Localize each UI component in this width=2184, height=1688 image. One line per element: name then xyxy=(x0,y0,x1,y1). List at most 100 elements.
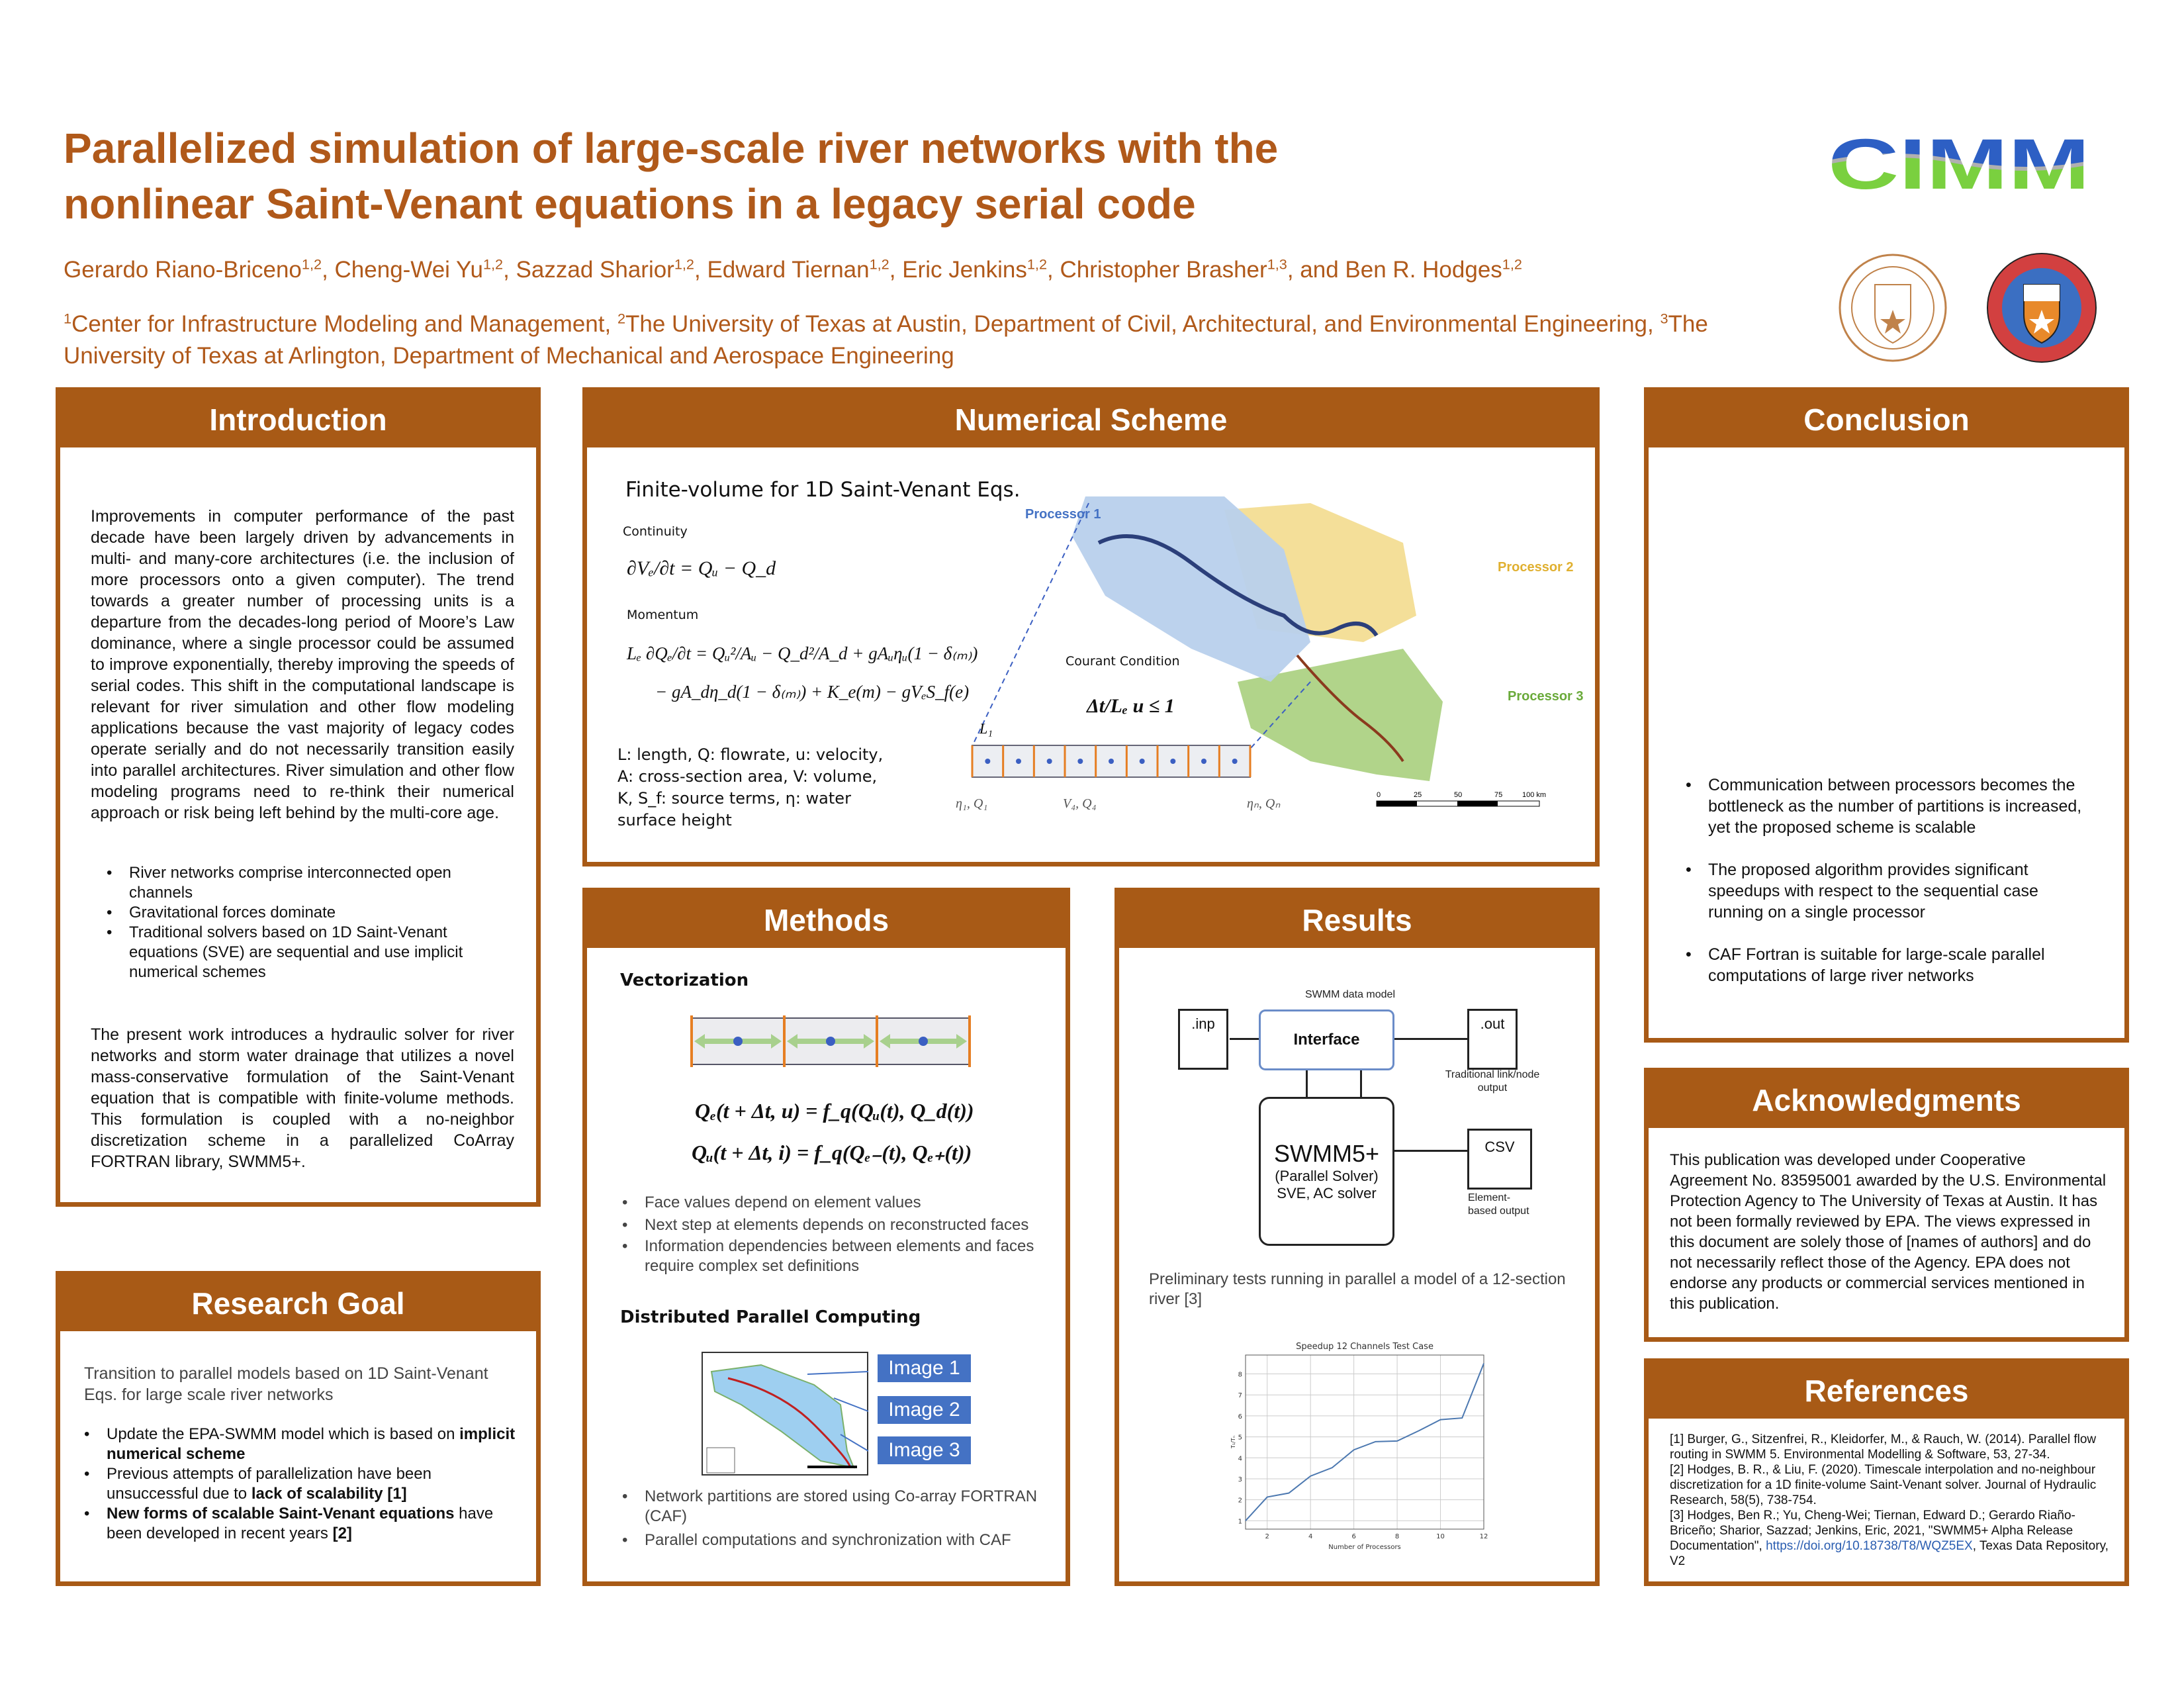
intro-bullets: River networks comprise interconnected o… xyxy=(107,863,477,982)
x-axis-label: Number of Processors xyxy=(1328,1544,1401,1551)
distributed-heading: Distributed Parallel Computing xyxy=(620,1307,921,1327)
vectorization-bullets: Face values depend on element values Nex… xyxy=(622,1192,1059,1276)
river-channel xyxy=(1296,654,1404,763)
author: Cheng-Wei Yu xyxy=(334,257,483,283)
variable-legend: L: length, Q: flowrate, u: velocity, A: … xyxy=(617,745,884,829)
list-item: Face values depend on element values xyxy=(622,1192,1059,1214)
face-update-equation: Qₑ(t + Δt, u) = f_q(Qᵤ(t), Q_d(t)) xyxy=(695,1099,974,1123)
x-tick-label: 12 xyxy=(1480,1533,1488,1540)
csv-caption: Element-based output xyxy=(1468,1192,1529,1217)
author-list: Gerardo Riano-Briceno1,2, Cheng-Wei Yu1,… xyxy=(64,256,1522,283)
river-network-partition-map: Processor 1 Processor 2 Processor 3 L₁ η… xyxy=(956,496,1584,811)
reference-item: [3] Hodges, Ben R.; Yu, Cheng-Wei; Tiern… xyxy=(1670,1509,2109,1568)
affiliation: The University of Texas at Arlington, De… xyxy=(64,311,1708,369)
inp-file-icon: .inp xyxy=(1178,1009,1228,1070)
element-node xyxy=(1170,759,1176,764)
list-item: Traditional solvers based on 1D Saint-Ve… xyxy=(107,923,477,982)
zoom-guide-line xyxy=(1250,681,1311,749)
arrow-head xyxy=(694,1034,705,1049)
arrow-head xyxy=(880,1034,890,1049)
goal-bullets: Update the EPA-SWMM model which is based… xyxy=(84,1425,521,1544)
list-item: New forms of scalable Saint-Venant equat… xyxy=(84,1504,521,1544)
up-arrow xyxy=(1360,1070,1362,1097)
poster-title: Parallelized simulation of large-scale r… xyxy=(64,124,1279,228)
csv-arrow xyxy=(1394,1150,1467,1152)
arrow-head xyxy=(956,1034,967,1049)
y-tick-label: 3 xyxy=(1238,1476,1242,1483)
plot-frame xyxy=(1245,1354,1484,1530)
conclusion-panel: Conclusion Communication between process… xyxy=(1644,387,2129,1043)
strip-label-mid: V₄, Q₄ xyxy=(1063,796,1097,811)
doi-link[interactable]: https://doi.org/10.18738/T8/WQZ5EX xyxy=(1766,1539,1973,1553)
y-axis-label: T₁/Tₙ xyxy=(1231,1436,1236,1449)
image-1-box: Image 1 xyxy=(878,1354,971,1382)
length-label: L₁ xyxy=(979,720,993,737)
section-title: Introduction xyxy=(60,392,536,447)
x-tick-label: 4 xyxy=(1308,1533,1312,1540)
image-3-box: Image 3 xyxy=(878,1436,971,1464)
speedup-line xyxy=(1245,1363,1484,1521)
momentum-equation-line2: − gA_dη_d(1 − δ₍ₘ₎) + K_e(m) − gVₑS_f(e) xyxy=(655,682,970,702)
y-tick-label: 5 xyxy=(1238,1434,1242,1442)
main-channel xyxy=(1097,534,1379,637)
momentum-equation-line1: Lₑ ∂Qₑ/∂t = Qᵤ²/Aᵤ − Q_d²/A_d + gAᵤηᵤ(1 … xyxy=(627,643,978,663)
section-title: Conclusion xyxy=(1649,392,2124,447)
reference-item: [1] Burger, G., Sitzenfrei, R., Kleidorf… xyxy=(1670,1432,2097,1462)
author: Gerardo Riano-Briceno xyxy=(64,257,302,283)
acknowledgment-text: This publication was developed under Coo… xyxy=(1670,1151,2107,1313)
element-node xyxy=(1139,759,1145,764)
vectorization-diagram xyxy=(690,1015,971,1067)
element-strip xyxy=(971,745,1251,778)
momentum-label: Momentum xyxy=(627,608,699,622)
element-node xyxy=(733,1037,743,1046)
y-tick-label: 7 xyxy=(1238,1392,1242,1399)
arrow-head xyxy=(787,1034,797,1049)
element-node xyxy=(919,1037,928,1046)
image-2-box: Image 2 xyxy=(878,1396,971,1424)
intro-paragraph-2: The present work introduces a hydraulic … xyxy=(91,1025,514,1171)
list-item: CAF Fortran is suitable for large-scale … xyxy=(1686,944,2096,986)
author: Eric Jenkins xyxy=(902,257,1027,283)
cimm-logo: CIMM xyxy=(1828,136,2090,192)
out-caption: Traditional link/node output xyxy=(1445,1069,1540,1094)
list-item: Information dependencies between element… xyxy=(622,1237,1059,1276)
introduction-panel: Introduction Improvements in computer pe… xyxy=(56,387,541,1207)
research-goal-panel: Research Goal Transition to parallel mod… xyxy=(56,1271,541,1586)
list-item: Network partitions are stored using Co-a… xyxy=(622,1487,1059,1526)
continuity-equation: ∂Vₑ/∂t = Qᵤ − Q_d xyxy=(627,557,776,579)
processor-2-label: Processor 2 xyxy=(1498,560,1574,575)
processor-3-label: Processor 3 xyxy=(1508,689,1584,704)
y-tick-label: 8 xyxy=(1238,1372,1242,1379)
scheme-subtitle: Finite-volume for 1D Saint-Venant Eqs. xyxy=(625,478,1021,502)
processor-1-region xyxy=(1072,496,1310,682)
goal-intro: Transition to parallel models based on 1… xyxy=(84,1364,488,1404)
section-title: Acknowledgments xyxy=(1649,1072,2124,1128)
acknowledgments-panel: Acknowledgments This publication was dev… xyxy=(1644,1068,2129,1342)
numerical-scheme-panel: Numerical Scheme xyxy=(582,387,1600,867)
list-item: Next step at elements depends on reconst… xyxy=(622,1214,1059,1237)
affiliations: 1Center for Infrastructure Modeling and … xyxy=(64,310,1708,369)
continuity-label: Continuity xyxy=(623,524,688,539)
ut-arlington-seal xyxy=(1987,253,2097,363)
svg-text:75: 75 xyxy=(1494,791,1502,799)
list-item: The proposed algorithm provides signific… xyxy=(1686,859,2096,923)
reference-list: [1] Burger, G., Sitzenfrei, R., Kleidorf… xyxy=(1670,1432,2110,1569)
caf-bullets: Network partitions are stored using Co-a… xyxy=(622,1487,1059,1550)
x-tick-label: 6 xyxy=(1351,1533,1355,1540)
author: Edward Tiernan xyxy=(707,257,870,283)
list-item: Communication between processors becomes… xyxy=(1686,774,2096,838)
chart-title: Speedup 12 Channels Test Case xyxy=(1296,1342,1433,1352)
svg-text:100 km: 100 km xyxy=(1522,791,1546,799)
courant-label: Courant Condition xyxy=(1066,654,1180,669)
y-tick-label: 6 xyxy=(1238,1413,1242,1421)
partitioned-network-map xyxy=(702,1352,869,1476)
out-file-icon: .out xyxy=(1467,1009,1518,1070)
bidirectional-arrow xyxy=(1230,1038,1259,1040)
section-title: Methods xyxy=(587,892,1066,948)
element-node xyxy=(1016,759,1021,764)
x-tick-label: 8 xyxy=(1395,1533,1399,1540)
list-item: Gravitational forces dominate xyxy=(107,903,477,923)
author: Ben R. Hodges xyxy=(1345,257,1502,283)
element-node xyxy=(1109,759,1114,764)
